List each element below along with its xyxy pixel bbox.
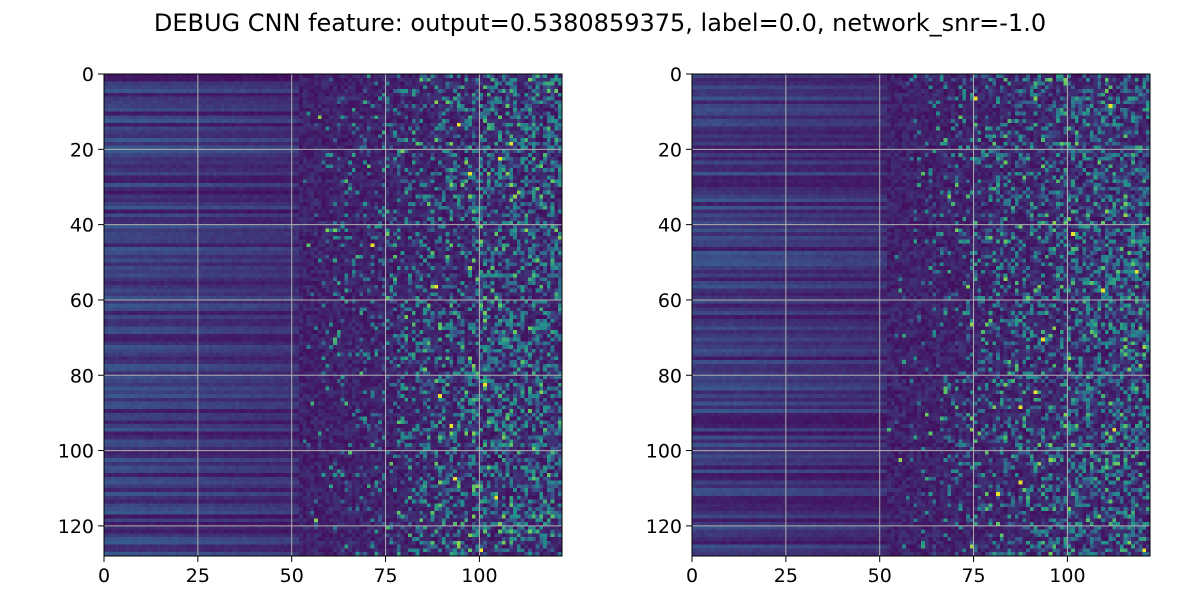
y-tick-label: 20 xyxy=(70,139,94,161)
x-tick-label: 100 xyxy=(461,565,497,587)
y-tick-label: 80 xyxy=(70,365,94,387)
x-tick-label: 25 xyxy=(186,565,210,587)
y-tick-label: 120 xyxy=(646,516,682,538)
x-tick-label: 100 xyxy=(1049,565,1085,587)
heatmap-panel-left: 0 25 50 75 100 0 20 40 60 80 100 120 xyxy=(58,64,563,587)
heatmap-image xyxy=(692,74,1150,556)
x-tick-label: 0 xyxy=(686,565,698,587)
x-tick-label: 0 xyxy=(98,565,110,587)
figure-title: DEBUG CNN feature: output=0.5380859375, … xyxy=(154,9,1046,37)
x-tick-label: 75 xyxy=(373,565,397,587)
y-tick-label: 40 xyxy=(70,215,94,237)
heatmap-panel-right: 0 25 50 75 100 0 20 40 60 80 100 120 xyxy=(646,64,1151,587)
y-tick-label: 80 xyxy=(658,365,682,387)
y-tick-label: 100 xyxy=(58,441,94,463)
y-tick-label: 40 xyxy=(658,215,682,237)
y-tick-label: 100 xyxy=(646,441,682,463)
y-tick-label: 0 xyxy=(82,64,94,86)
x-tick-label: 25 xyxy=(774,565,798,587)
x-tick-label: 50 xyxy=(868,565,892,587)
heatmap-image xyxy=(104,74,562,556)
axes-frame xyxy=(691,73,1151,557)
y-tick-label: 120 xyxy=(58,516,94,538)
axes-frame xyxy=(103,73,563,557)
x-tick-label: 75 xyxy=(961,565,985,587)
x-tick-label: 50 xyxy=(280,565,304,587)
y-tick-label: 60 xyxy=(70,290,94,312)
y-tick-label: 60 xyxy=(658,290,682,312)
y-tick-label: 20 xyxy=(658,139,682,161)
y-tick-label: 0 xyxy=(670,64,682,86)
